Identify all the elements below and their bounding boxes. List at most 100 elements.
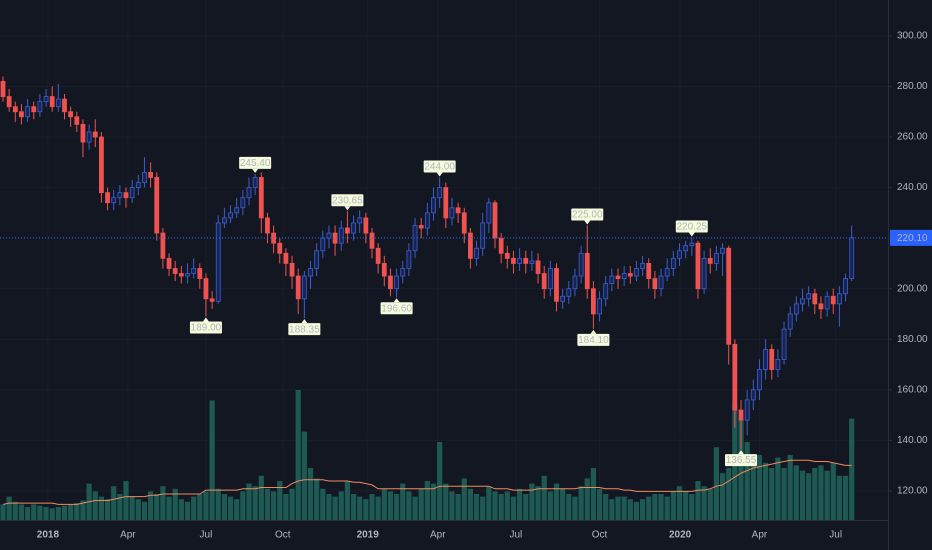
volume-bar [738, 418, 744, 520]
candle-body [55, 98, 61, 108]
volume-bar [412, 496, 418, 520]
candle-body [787, 313, 793, 330]
x-tick-label: Oct [592, 530, 608, 541]
volume-bar [209, 400, 215, 520]
candle-body [388, 275, 393, 290]
volume-bar [596, 488, 603, 520]
volume-bar [0, 504, 6, 520]
volume-bar [621, 496, 627, 520]
volume-bar [818, 465, 824, 520]
candle-body [578, 252, 584, 277]
volume-bar [148, 491, 154, 520]
volume-bar [707, 488, 713, 520]
volume-bar [344, 481, 350, 520]
volume-bar [480, 496, 486, 520]
volume-bar [787, 455, 793, 520]
candle-body [246, 187, 252, 199]
candle-body [105, 192, 110, 204]
candle-body [455, 207, 461, 214]
candle-body [135, 182, 141, 188]
annotation-label: 189.00 [191, 323, 222, 334]
volume-bar [430, 483, 437, 520]
volume-bar [277, 481, 283, 520]
candle-body [535, 260, 541, 274]
candle-body [541, 273, 547, 290]
candle-body [308, 268, 313, 277]
volume-bar [744, 442, 750, 520]
volume-bar [160, 486, 166, 520]
volume-bar [701, 486, 707, 520]
volume-bar [271, 491, 277, 520]
volume-bar [283, 494, 289, 520]
candle-body [117, 192, 123, 199]
candle-body [474, 247, 479, 259]
volume-bar [504, 491, 510, 520]
candle-body [431, 197, 436, 214]
candle-body [529, 260, 535, 264]
candle-body [486, 202, 492, 224]
candle-body [154, 177, 160, 234]
candle-body [449, 207, 455, 219]
volume-bar [111, 486, 117, 520]
volume-bar [830, 462, 836, 520]
candle-body [74, 116, 80, 125]
volume-bar [6, 496, 12, 520]
volume-bar [726, 468, 732, 520]
volume-bar [824, 470, 830, 520]
volume-bar [166, 496, 172, 520]
volume-bar [806, 473, 812, 520]
annotation-pointer [584, 220, 591, 225]
candle-body [467, 232, 473, 259]
volume-bar [203, 491, 209, 520]
candle-body [62, 98, 67, 113]
volume-bar [221, 494, 227, 520]
x-tick-label: Apr [120, 530, 136, 541]
candle-body [338, 227, 344, 244]
candle-body [627, 273, 633, 277]
candle-body [781, 328, 787, 360]
volume-bar [603, 494, 609, 520]
volume-bar [12, 501, 18, 520]
candle-body [123, 192, 129, 199]
volume-bar [719, 473, 726, 520]
candle-body [658, 275, 664, 290]
candle-body [43, 96, 49, 103]
candle-body [701, 257, 707, 290]
candle-body [812, 293, 818, 305]
candle-body [369, 232, 375, 249]
candle-body [744, 399, 750, 421]
candle-body [732, 343, 738, 411]
candle-body [31, 106, 37, 113]
candle-body [80, 123, 86, 143]
volume-bar [178, 499, 184, 520]
volume-bar [781, 468, 787, 520]
candle-body [406, 250, 412, 269]
candle-body [240, 197, 246, 209]
annotation-box [288, 323, 321, 336]
volume-bar [49, 508, 55, 520]
volume-bar [406, 491, 412, 520]
annotation-box [239, 156, 272, 169]
annotation-label: 136.55 [726, 455, 757, 466]
candle-body [517, 257, 522, 264]
volume-bar [252, 486, 258, 520]
candle-body [375, 247, 381, 264]
volume-bar [381, 488, 387, 520]
volume-bar [363, 499, 369, 520]
candle-body [683, 245, 689, 252]
candle-body [757, 369, 762, 391]
candle-body [92, 131, 98, 138]
volume-bar [553, 483, 560, 520]
volume-bar [154, 494, 160, 520]
candle-body [523, 257, 529, 264]
volume-bar [713, 447, 719, 520]
volume-bar [467, 488, 473, 520]
candle-body [166, 257, 172, 269]
volume-bar [523, 494, 529, 520]
volume-bar [461, 478, 467, 520]
volume-bar [314, 478, 320, 520]
y-tick-label: 240.00 [897, 182, 928, 193]
candle-body [793, 303, 799, 315]
annotation-label: 184.10 [578, 335, 609, 346]
x-tick-label: Oct [275, 530, 291, 541]
